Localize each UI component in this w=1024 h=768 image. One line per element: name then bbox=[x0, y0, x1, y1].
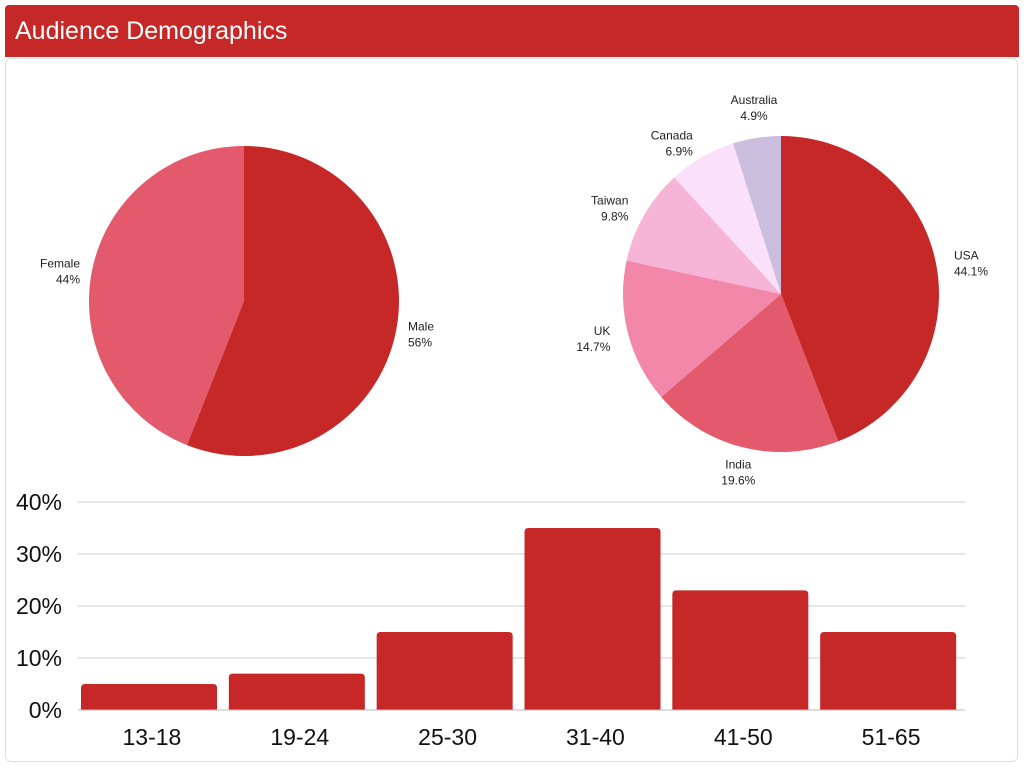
bar-31-40 bbox=[524, 528, 661, 710]
country-pie-chart: USA 44.1% India 19.6% UK 14.7% Taiwan 9.8% Canad… bbox=[576, 93, 988, 488]
pie-label-usa: USA bbox=[954, 249, 979, 263]
pie-value-taiwan: 9.8% bbox=[601, 209, 629, 223]
x-tick-label: 19-24 bbox=[270, 724, 329, 750]
bar-41-50 bbox=[672, 590, 809, 710]
age-bar-chart: 0% 10% 20% 30% 40% 13-18 19-24 25-30 31-40 41-50 5… bbox=[16, 489, 965, 750]
pie-label-uk: UK bbox=[594, 324, 611, 338]
pie-value-canada: 6.9% bbox=[665, 145, 693, 159]
x-tick-label: 25-30 bbox=[418, 724, 477, 750]
pie-value-female: 44% bbox=[56, 273, 80, 287]
pie-value-uk: 14.7% bbox=[576, 340, 610, 354]
pie-slice-taiwan bbox=[626, 177, 781, 294]
pie-slice-india bbox=[661, 294, 839, 453]
page-title: Audience Demographics bbox=[15, 17, 288, 45]
pie-label-canada: Canada bbox=[651, 129, 693, 143]
header-bar: Audience Demographics bbox=[5, 5, 1019, 57]
bar-13-18 bbox=[81, 684, 217, 710]
gender-pie-chart: Male 56% Female 44% bbox=[40, 145, 434, 456]
pie-slice-canada bbox=[674, 143, 781, 294]
y-tick-label: 30% bbox=[16, 541, 62, 567]
x-tick-label: 31-40 bbox=[566, 724, 625, 750]
pie-value-india: 19.6% bbox=[721, 474, 755, 488]
y-tick-label: 40% bbox=[16, 489, 62, 515]
y-tick-label: 20% bbox=[16, 593, 62, 619]
pie-label-india: India bbox=[725, 458, 751, 472]
pie-label-taiwan: Taiwan bbox=[591, 193, 628, 207]
pie-value-usa: 44.1% bbox=[954, 265, 988, 279]
x-tick-label: 13-18 bbox=[123, 724, 182, 750]
pie-slice-uk bbox=[622, 260, 781, 397]
y-tick-label: 10% bbox=[16, 645, 62, 671]
x-tick-label: 41-50 bbox=[714, 724, 773, 750]
bar-25-30 bbox=[376, 632, 513, 710]
pie-slice-australia bbox=[733, 136, 781, 294]
pie-slice-female bbox=[88, 145, 244, 446]
y-tick-label: 0% bbox=[29, 697, 62, 723]
pie-slice-male bbox=[186, 146, 399, 456]
pie-value-male: 56% bbox=[408, 335, 432, 349]
x-tick-label: 51-65 bbox=[862, 724, 921, 750]
pie-label-australia: Australia bbox=[731, 93, 778, 107]
pie-label-female: Female bbox=[40, 257, 80, 271]
pie-label-male: Male bbox=[408, 319, 434, 333]
bar-19-24 bbox=[228, 673, 365, 710]
pie-slice-usa bbox=[781, 136, 940, 442]
bar-51-65 bbox=[820, 632, 957, 710]
pie-value-australia: 4.9% bbox=[740, 109, 768, 123]
